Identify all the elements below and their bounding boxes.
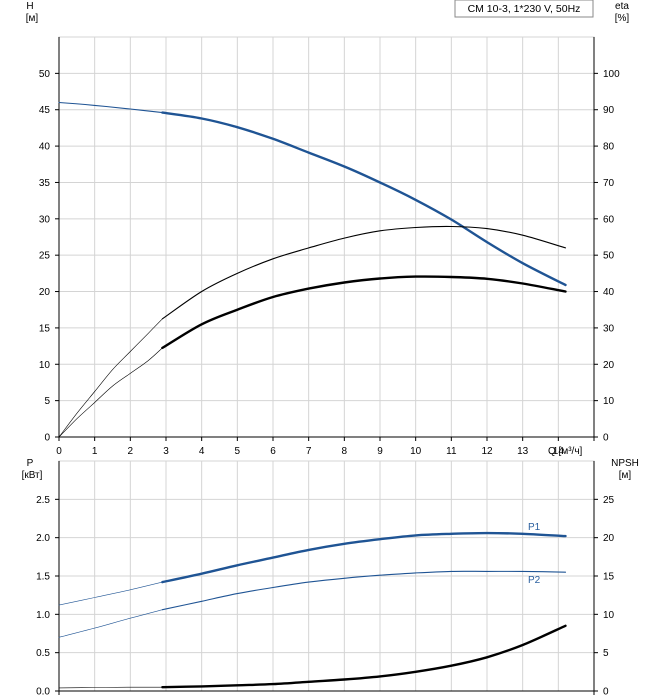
top-x-tick-label: 9 bbox=[377, 446, 383, 457]
top-y-right-tick-label: 80 bbox=[603, 142, 615, 153]
bottom-y-left-tick-label: 0.5 bbox=[36, 648, 50, 659]
top-x-tick-label: 11 bbox=[446, 446, 457, 457]
top-y-right-tick-label: 100 bbox=[603, 69, 620, 80]
bottom-y-left-tick-label: 1.0 bbox=[36, 610, 50, 621]
axes-layer bbox=[55, 37, 598, 695]
labels-layer: 0510152025303540455001020304050607080901… bbox=[36, 69, 620, 698]
bottom-series-1-line bbox=[161, 531, 567, 584]
top-y-left-tick-label: 30 bbox=[39, 214, 51, 225]
bottom-y-left-unit: [кВт] bbox=[22, 470, 43, 481]
series-label-p1: P1 bbox=[528, 522, 541, 533]
top-y-right-unit: [%] bbox=[615, 13, 630, 24]
bottom-y-right-title: NPSH bbox=[611, 458, 639, 469]
top-x-tick-label: 7 bbox=[306, 446, 312, 457]
bottom-y-left-title: P bbox=[27, 458, 34, 469]
top-y-left-tick-label: 35 bbox=[39, 178, 51, 189]
top-y-right-tick-label: 10 bbox=[603, 396, 615, 407]
top-x-tick-label: 12 bbox=[481, 446, 493, 457]
bottom-series-5-line bbox=[161, 624, 567, 689]
bottom-y-left-tick-label: 2.0 bbox=[36, 533, 50, 544]
top-x-axis-title: Q [м³/ч] bbox=[548, 446, 583, 457]
bottom-y-right-tick-label: 5 bbox=[603, 648, 609, 659]
bottom-y-left-tick-label: 1.5 bbox=[36, 572, 50, 583]
top-y-left-tick-label: 20 bbox=[39, 287, 51, 298]
top-y-right-tick-label: 30 bbox=[603, 323, 615, 334]
series-layer bbox=[58, 101, 567, 689]
top-y-right-tick-label: 40 bbox=[603, 287, 615, 298]
top-y-left-tick-label: 5 bbox=[44, 396, 50, 407]
bottom-series-4-line bbox=[58, 686, 163, 689]
legend-text: CM 10-3, 1*230 V, 50Hz bbox=[468, 3, 581, 15]
top-y-left-tick-label: 0 bbox=[44, 433, 50, 444]
bottom-y-right-tick-label: 25 bbox=[603, 495, 615, 506]
top-series-2-line bbox=[58, 318, 163, 438]
top-y-right-title: eta bbox=[615, 1, 629, 12]
bottom-y-right-tick-label: 10 bbox=[603, 610, 615, 621]
top-y-left-tick-label: 25 bbox=[39, 251, 51, 262]
top-series-1-line bbox=[161, 111, 567, 287]
top-y-right-tick-label: 20 bbox=[603, 360, 615, 371]
top-x-tick-label: 6 bbox=[270, 446, 276, 457]
legend-box bbox=[454, 0, 594, 18]
top-y-left-unit: [м] bbox=[26, 13, 39, 24]
top-y-left-tick-label: 50 bbox=[39, 69, 51, 80]
top-x-tick-label: 10 bbox=[410, 446, 422, 457]
top-x-tick-label: 1 bbox=[92, 446, 98, 457]
top-x-tick-label: 0 bbox=[56, 446, 62, 457]
bottom-y-right-tick-label: 15 bbox=[603, 572, 615, 583]
bottom-series-3-line bbox=[161, 570, 567, 611]
top-x-tick-label: 3 bbox=[163, 446, 169, 457]
bottom-y-right-tick-label: 0 bbox=[603, 687, 609, 698]
top-y-right-tick-label: 70 bbox=[603, 178, 615, 189]
top-y-left-tick-label: 40 bbox=[39, 142, 51, 153]
top-y-left-title: H bbox=[26, 1, 33, 12]
top-y-right-tick-label: 0 bbox=[603, 433, 609, 444]
top-x-tick-label: 4 bbox=[199, 446, 205, 457]
bottom-series-0-line bbox=[58, 581, 163, 606]
top-y-right-tick-label: 50 bbox=[603, 251, 615, 262]
bottom-series-2-line bbox=[58, 609, 163, 638]
top-series-4-line bbox=[58, 347, 163, 438]
top-x-tick-label: 8 bbox=[342, 446, 348, 457]
grid-layer bbox=[58, 36, 595, 692]
top-y-right-tick-label: 90 bbox=[603, 105, 615, 116]
top-y-right-tick-label: 60 bbox=[603, 214, 615, 225]
top-x-tick-label: 14 bbox=[553, 446, 565, 457]
bottom-y-right-tick-label: 20 bbox=[603, 533, 615, 544]
top-x-tick-label: 5 bbox=[235, 446, 241, 457]
top-series-3-line bbox=[161, 225, 567, 320]
bottom-y-right-unit: [м] bbox=[619, 470, 632, 481]
top-y-left-tick-label: 10 bbox=[39, 360, 51, 371]
top-series-0-line bbox=[58, 101, 163, 114]
top-y-left-tick-label: 15 bbox=[39, 323, 51, 334]
series-label-p2: P2 bbox=[528, 575, 541, 586]
bottom-y-left-tick-label: 0.0 bbox=[36, 687, 50, 698]
top-series-5-line bbox=[161, 275, 567, 350]
top-x-tick-label: 13 bbox=[517, 446, 529, 457]
bottom-y-left-tick-label: 2.5 bbox=[36, 495, 50, 506]
top-y-left-tick-label: 45 bbox=[39, 105, 51, 116]
top-x-tick-label: 2 bbox=[128, 446, 134, 457]
